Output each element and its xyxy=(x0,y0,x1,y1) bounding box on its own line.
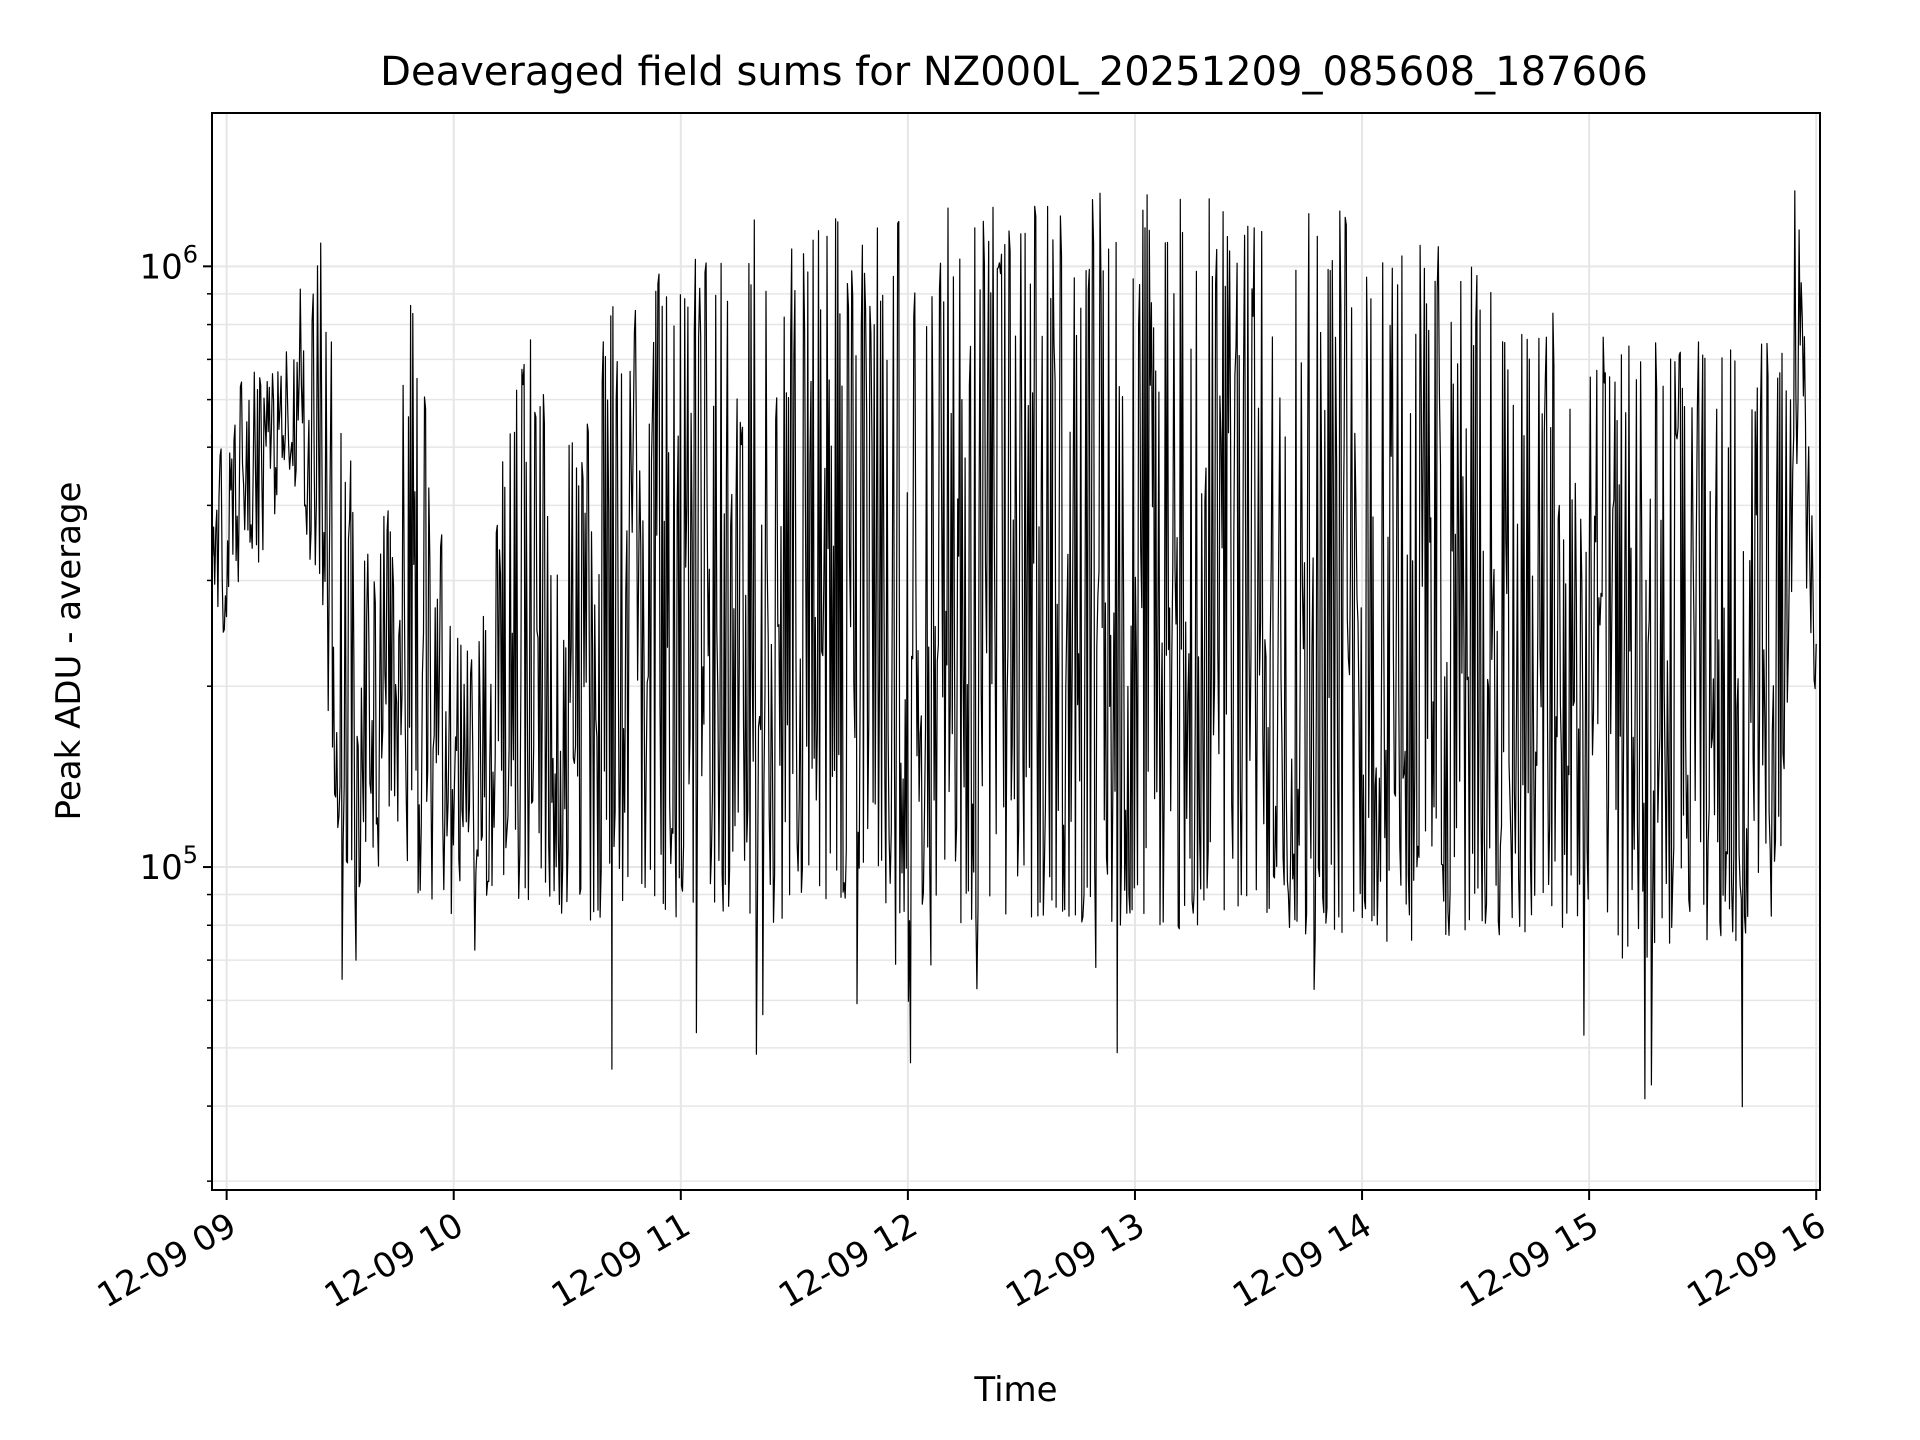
y-tick-label: 106 xyxy=(139,240,198,287)
plot-area-frame xyxy=(211,112,1821,1191)
y-tick-label-base: 10 xyxy=(139,848,182,888)
y-tick-label-exponent: 5 xyxy=(183,841,198,869)
y-axis-label: Peak ADU - average xyxy=(49,482,89,821)
y-tick-label-base: 10 xyxy=(139,247,182,287)
data-series-line xyxy=(210,190,1817,1108)
y-tick-label-exponent: 6 xyxy=(183,240,198,268)
data-series-layer xyxy=(210,190,1817,1108)
chart-title: Deaveraged field sums for NZ000L_2025120… xyxy=(380,49,1648,95)
y-tick-label: 105 xyxy=(139,841,198,888)
x-axis-label: Time xyxy=(973,1370,1057,1410)
